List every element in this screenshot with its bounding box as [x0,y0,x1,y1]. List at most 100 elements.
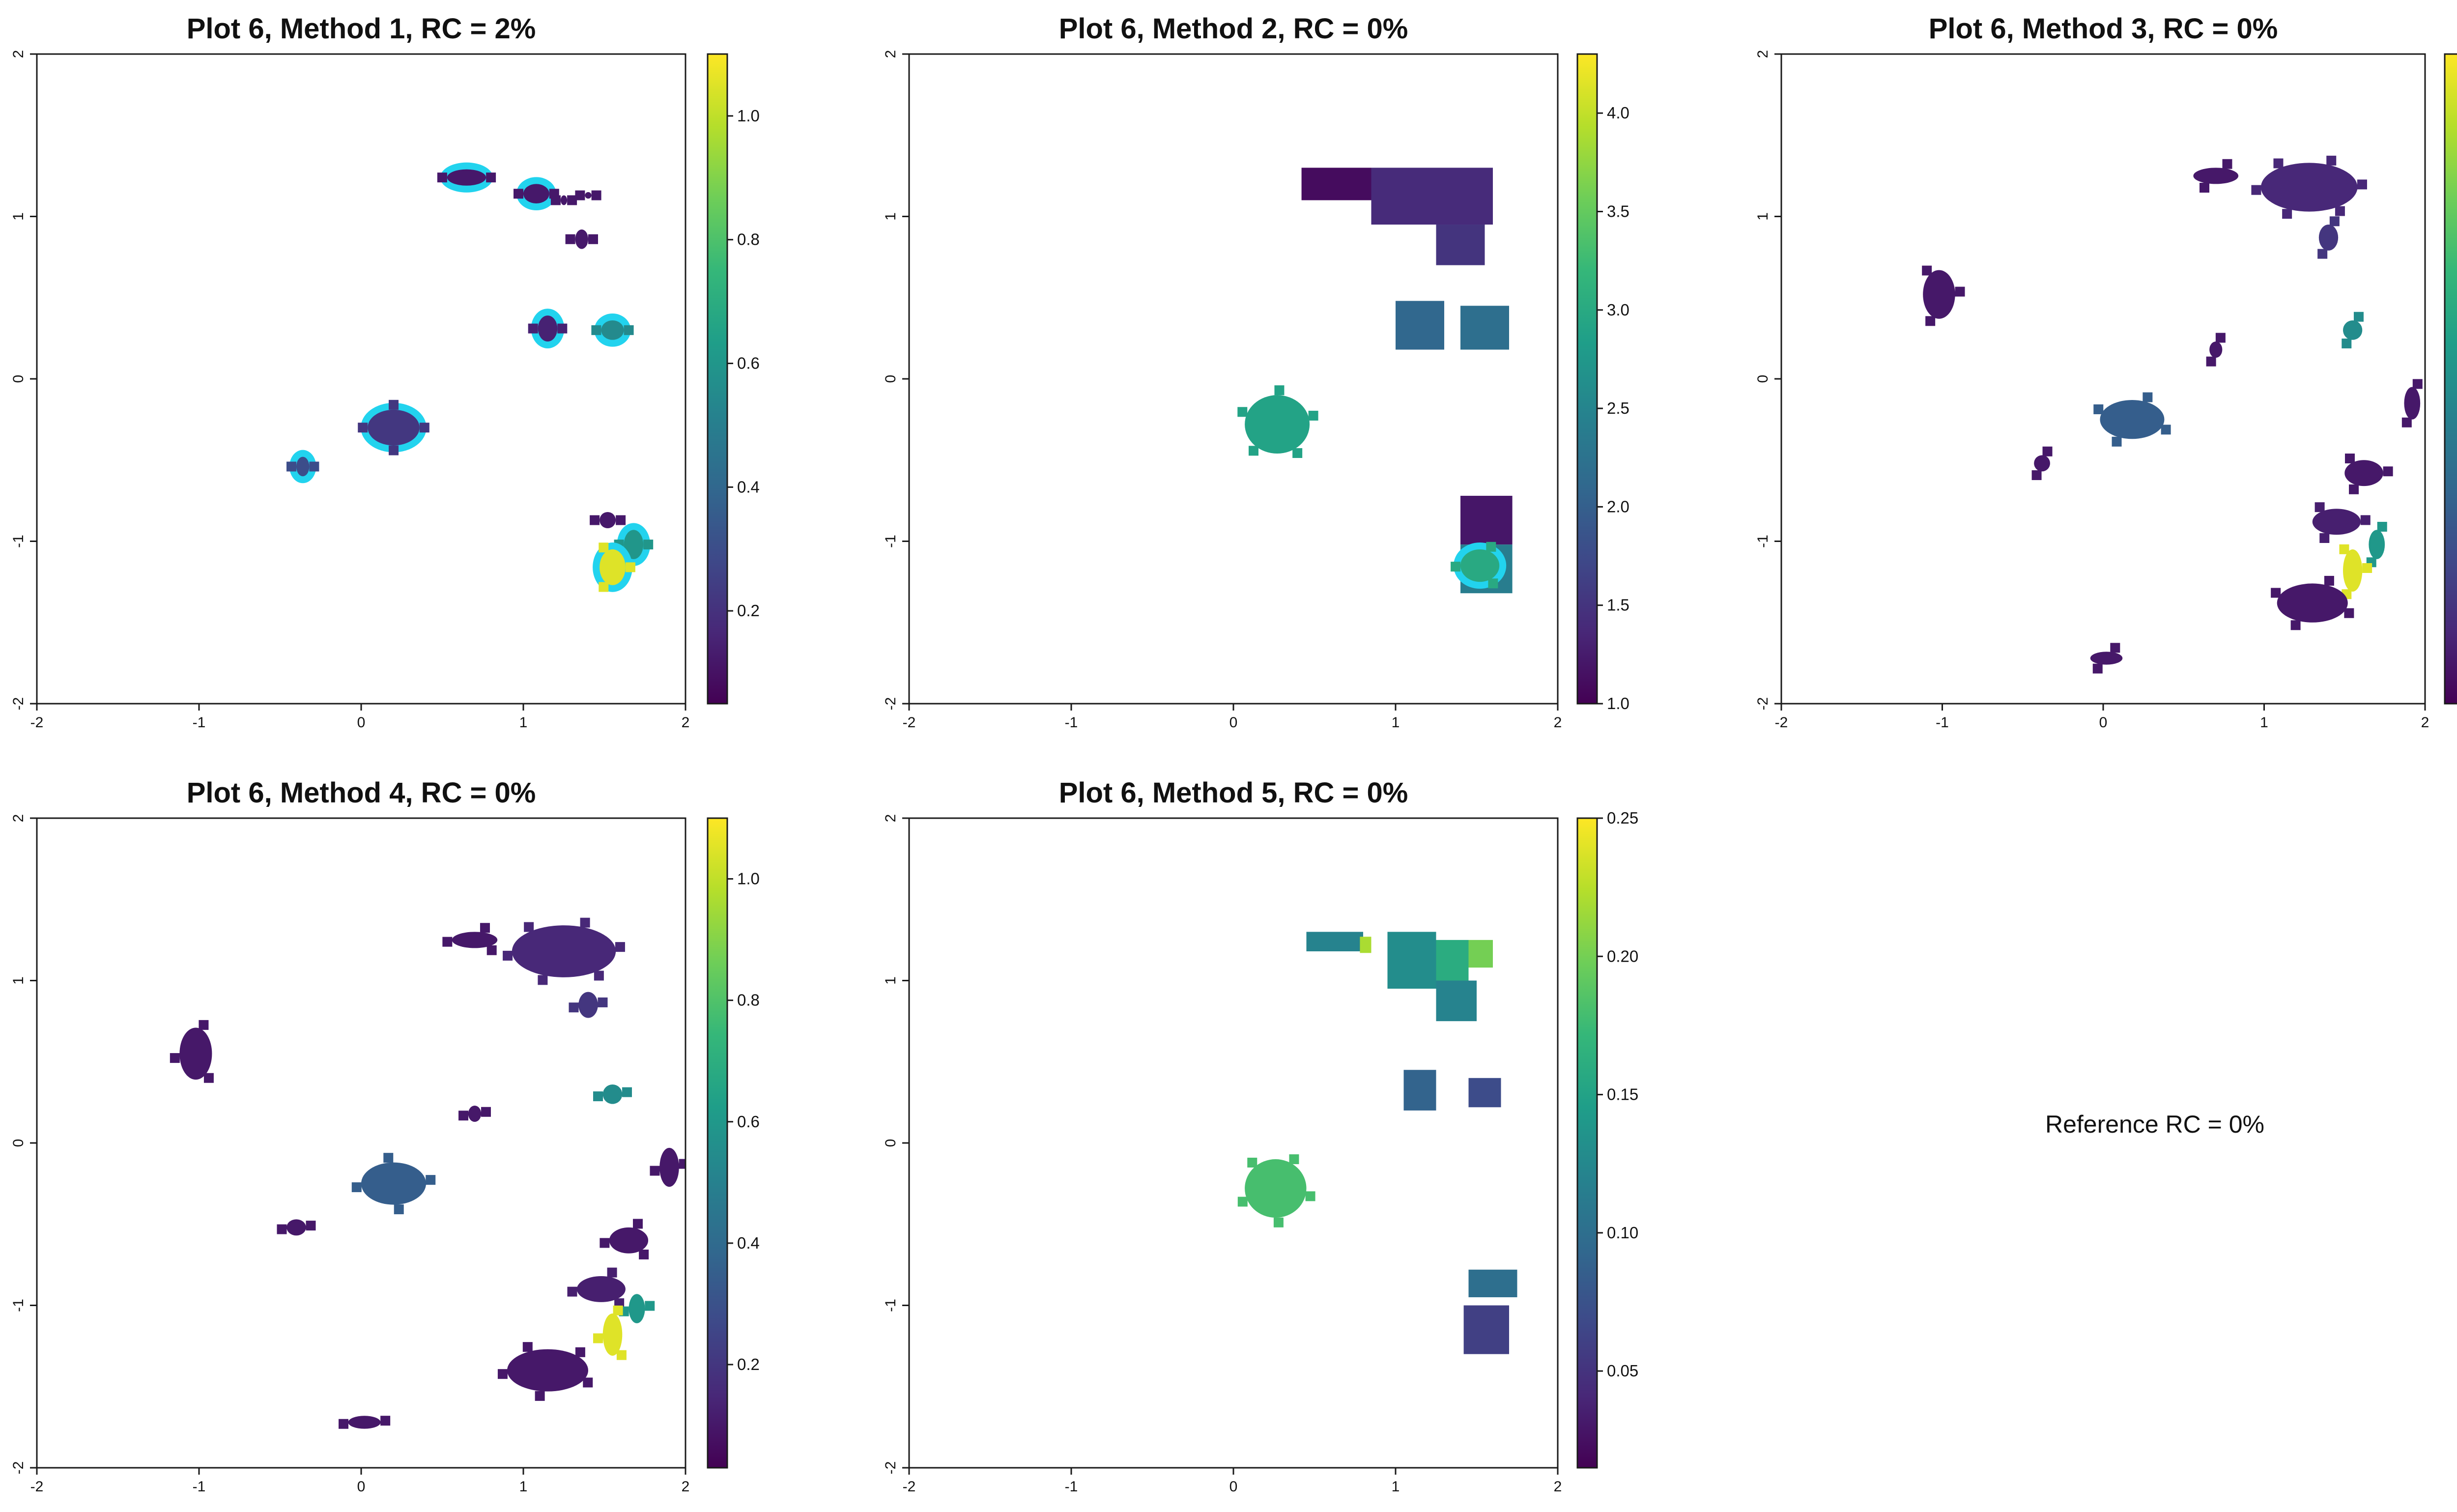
colorbar-tick-label: 2.0 [1607,497,1629,515]
heat-cell [277,1224,287,1234]
heat-blob [659,1147,679,1187]
panel-4: Plot 6, Method 4, RC = 0% -2 -1 0 1 2 -2 -1 0 1 2 0… [10,777,760,1495]
heat-cell [380,1416,391,1426]
heat-cell [557,323,568,334]
heat-cell [2251,185,2261,195]
heat-blob [575,229,589,249]
heat-blob [2344,460,2383,486]
colorbar-tick-label: 1.0 [1607,694,1629,713]
colorbar-tick-label: 0.2 [737,1355,760,1373]
heat-cell [2324,575,2334,586]
colorbar-gradient [2445,54,2457,704]
panels-layer: Plot 6, Method 1, RC = 2% -2 -1 0 1 2 -2 -1 0 1 2 0… [10,13,2457,1495]
heat-blob [538,315,558,342]
colorbar-tick-label: 1.0 [737,107,760,125]
reference-rc-label: Reference RC = 0% [2045,1111,2264,1138]
heat-cell [575,1347,585,1357]
heat-blob [601,320,624,340]
heat-cell [2353,312,2364,322]
heat-blob [600,512,616,529]
heat-cell [480,923,490,933]
heat-block [1360,937,1371,953]
x-tick-label: -2 [1775,714,1788,731]
plot-frame [36,53,686,705]
y-tick-label: 0 [883,1139,899,1147]
heat-cell [598,997,608,1007]
heat-cell [497,1369,508,1379]
colorbar-tick-label: 0.8 [737,991,760,1009]
heat-block [1371,168,1493,225]
heat-cell [426,1175,436,1185]
heat-blob [2209,341,2223,358]
heat-cell [2377,521,2387,532]
colorbar-tick-label: 1.0 [737,870,760,888]
panel-5: Plot 6, Method 5, RC = 0%-2 -1 0 1 2-2-10120… [883,777,1638,1495]
heat-cell [583,1377,593,1388]
data-layer [286,162,654,592]
y-tick-label: -1 [1755,535,1771,548]
x-tick-label: -1 [1936,714,1949,731]
y-tick-label: 1 [883,212,899,221]
heat-cell [650,1166,660,1176]
y-tick-label: 2 [1755,50,1771,58]
heat-block [1387,932,1436,989]
x-tick-label: -2 [30,1479,44,1495]
heat-blob [2277,583,2348,623]
heat-cell [1289,1154,1299,1165]
heat-blob [585,192,592,199]
colorbar-frame [1576,53,1598,705]
heat-blob [2034,455,2050,472]
heat-blob [1923,270,1955,319]
heat-cell [1922,265,1932,276]
heat-cell [514,189,523,199]
y-tick-label: 0 [1755,375,1771,383]
heat-cell [2360,515,2371,525]
colorbar-tick-label: 0.2 [737,601,760,620]
heat-blob [447,169,486,186]
plot-frame [908,53,1559,705]
heat-cell [2206,356,2216,367]
y-tick-label: -1 [10,535,27,548]
x-tick-label: 0 [2099,714,2108,731]
heat-cell [2362,563,2372,573]
heat-cell [2342,338,2352,348]
heat-cell [2319,533,2330,543]
panel-2: Plot 6, Method 2, RC = 0%-2 -1 0 1 2-2-10121… [883,13,1629,731]
heat-cell [2290,620,2301,630]
colorbar-tick-label: 4.0 [1607,104,1629,122]
heat-cell [593,1333,603,1343]
panel-title: Plot 6, Method 5, RC = 0% [1059,777,1408,809]
heat-cell [2335,206,2345,216]
heat-block [1436,980,1477,1022]
panel-title: Plot 6, Method 4, RC = 0% [187,777,536,809]
x-tick-label: -1 [193,1479,206,1495]
y-tick-label: 1 [1755,212,1771,221]
heat-cell [616,515,626,525]
panel-title: Plot 6, Method 1, RC = 2% [187,13,536,45]
colorbar-tick-label: 0.4 [737,478,760,496]
heat-cell [567,1286,577,1297]
heat-cell [2401,417,2412,428]
panel-title: Plot 6, Method 3, RC = 0% [1929,13,2278,45]
heat-cell [2329,216,2340,227]
heat-blob [523,184,549,204]
x-tick-label: -1 [1065,714,1078,731]
heat-cell [1273,1217,1284,1227]
heat-blob [629,1294,645,1323]
heat-blob [179,1027,212,1080]
heat-block [1396,301,1444,350]
heat-cell [486,172,496,183]
heat-cell [2357,179,2367,190]
heat-blob [2318,225,2339,251]
heat-blob [2312,509,2361,535]
heat-blob [2100,399,2165,439]
heat-cell [591,325,601,335]
x-tick-label: -2 [903,714,916,731]
heat-cell [503,950,513,961]
heat-blob [452,932,498,948]
x-tick-label: 2 [2421,714,2429,731]
panel-3: Plot 6, Method 3, RC = 0%-2-1012-2-10120… [1755,13,2457,731]
heat-cell [199,1020,209,1030]
heat-blob [468,1105,482,1122]
heat-cell [437,172,447,183]
